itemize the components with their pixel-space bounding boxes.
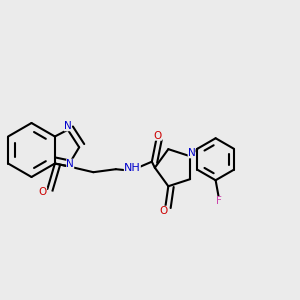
Text: N: N — [64, 121, 72, 131]
Text: F: F — [216, 196, 222, 206]
Text: N: N — [66, 159, 74, 169]
Text: O: O — [154, 130, 162, 141]
Text: O: O — [160, 206, 168, 216]
Text: O: O — [39, 187, 47, 197]
Text: NH: NH — [124, 163, 141, 173]
Text: N: N — [188, 148, 196, 158]
